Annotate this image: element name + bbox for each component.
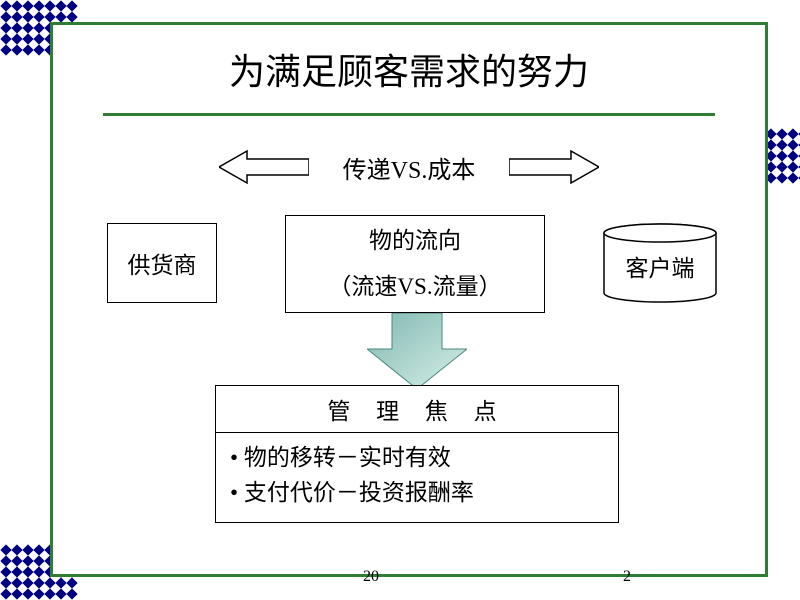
node-flow: 物的流向 （流速VS.流量） — [285, 215, 545, 313]
title-underline — [103, 113, 715, 116]
focus-item-2: 支付代价－投资报酬率 — [230, 476, 604, 511]
footer-right: 2 — [623, 568, 631, 586]
footer-left: 20 — [363, 568, 379, 586]
node-supplier: 供货商 — [107, 223, 217, 303]
flow-label-2: （流速VS.流量） — [328, 264, 501, 310]
arrow-right-icon — [509, 149, 599, 185]
row-transmit: 传递VS.成本 — [53, 149, 765, 185]
focus-item-1: 物的移转－实时有效 — [230, 441, 604, 476]
focus-box: 管 理 焦 点 物的移转－实时有效 支付代价－投资报酬率 — [215, 385, 619, 523]
transmit-label: 传递VS.成本 — [343, 150, 476, 185]
flow-label-1: 物的流向 — [369, 218, 461, 264]
client-label: 客户端 — [626, 249, 695, 283]
supplier-label: 供货商 — [128, 246, 197, 280]
focus-items: 物的移转－实时有效 支付代价－投资报酬率 — [216, 433, 618, 522]
focus-title: 管 理 焦 点 — [216, 386, 618, 433]
slide-frame: 为满足顾客需求的努力 传递VS.成本 供货商 物的流向 （流速VS.流量） 客户… — [50, 22, 768, 577]
node-client: 客户端 — [601, 223, 719, 303]
arrow-left-icon — [219, 149, 309, 185]
page-title: 为满足顾客需求的努力 — [53, 43, 765, 95]
arrow-down-icon — [367, 313, 467, 389]
